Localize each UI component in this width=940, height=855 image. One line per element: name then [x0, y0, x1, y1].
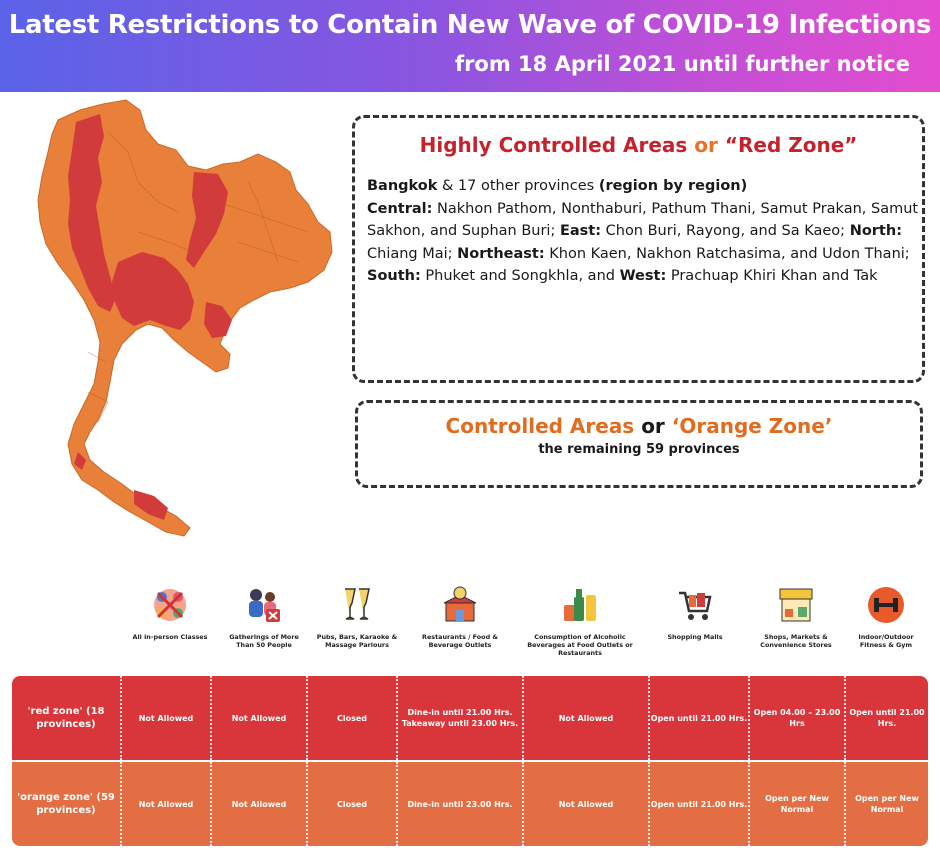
table-cell: Open until 21.00 Hrs.	[844, 676, 928, 760]
orange-zone-box: Controlled Areas or ‘Orange Zone’ the re…	[355, 400, 923, 488]
south-label: South:	[367, 268, 421, 284]
shopping-cart-icon	[679, 591, 712, 620]
map-red-west	[68, 114, 116, 312]
north-label: North:	[849, 223, 902, 239]
west-text: Prachuap Khiri Khan and Tak	[670, 268, 878, 284]
alcohol-bottles-icon	[564, 589, 596, 621]
table-cell: Not Allowed	[522, 762, 648, 846]
header-banner: Latest Restrictions to Contain New Wave …	[0, 0, 940, 92]
bangkok-text: & 17 other provinces	[442, 178, 595, 194]
west-label: West:	[619, 268, 667, 284]
category-label: Shopping Malls	[667, 633, 723, 641]
market-stall-icon	[779, 588, 813, 622]
map-red-south-songkhla	[134, 490, 168, 520]
category-label: Gatherings of More Than 50 People	[229, 633, 299, 649]
east-text: Chon Buri, Rayong, and Sa Kaeo;	[605, 223, 846, 239]
table-cell: Open 04.00 – 23.00 Hrs	[748, 676, 844, 760]
red-zone-title-quoted: “Red Zone”	[724, 133, 858, 157]
south-text: Phuket and Songkhla, and	[425, 268, 615, 284]
table-cell: Dine-in until 21.00 Hrs. Takeaway until …	[396, 676, 522, 760]
category-fitness: Indoor/Outdoor Fitness & Gym	[846, 585, 926, 649]
category-label: Pubs, Bars, Karaoke & Massage Parlours	[316, 633, 398, 649]
table-cell: Not Allowed	[120, 676, 210, 760]
orange-zone-title-quoted: ‘Orange Zone’	[671, 414, 833, 438]
category-restaurants: Restaurants / Food & Beverage Outlets	[412, 585, 508, 649]
orange-zone-subtitle: the remaining 59 provinces	[538, 442, 740, 457]
table-cell: Closed	[306, 762, 396, 846]
category-classes: All in-person Classes	[124, 585, 216, 641]
glasses-cheers-icon	[345, 588, 370, 620]
category-label: All in-person Classes	[132, 633, 208, 641]
bangkok-label: Bangkok	[367, 178, 438, 194]
map-red-south-phuket	[74, 452, 86, 470]
category-shops-markets: Shops, Markets & Convenience Stores	[750, 585, 842, 649]
table-cell: Not Allowed	[120, 762, 210, 846]
east-label: East:	[559, 223, 602, 239]
table-row-orange-zone: 'orange zone' (59 provinces) Not Allowed…	[12, 762, 928, 846]
orange-zone-title-or: or	[641, 414, 665, 438]
classes-icon	[154, 589, 186, 621]
map-red-east	[204, 302, 232, 338]
category-alcohol: Consumption of Alcoholic Beverages at Fo…	[520, 585, 640, 657]
map-red-northeast	[186, 172, 228, 268]
category-label: Indoor/Outdoor Fitness & Gym	[858, 633, 914, 649]
northeast-label: Northeast:	[457, 245, 545, 262]
page-subtitle: from 18 April 2021 until further notice	[454, 52, 910, 76]
category-shopping-malls: Shopping Malls	[655, 585, 735, 641]
north-text: Chiang Mai;	[367, 245, 453, 262]
orange-zone-title-main: Controlled Areas	[445, 414, 635, 438]
red-zone-title: Highly Controlled Areas or “Red Zone”	[355, 133, 922, 157]
table-cell: Closed	[306, 676, 396, 760]
map-province-borders	[87, 131, 309, 423]
category-label: Consumption of Alcoholic Beverages at Fo…	[527, 633, 633, 657]
table-cell: Not Allowed	[210, 762, 306, 846]
bangkok-note: (region by region)	[598, 178, 748, 194]
row-header-orange-zone: 'orange zone' (59 provinces)	[17, 792, 115, 816]
table-row-red-zone: 'red zone' (18 provinces) Not Allowed No…	[12, 676, 928, 760]
category-label: Restaurants / Food & Beverage Outlets	[422, 633, 498, 649]
page-title: Latest Restrictions to Contain New Wave …	[8, 10, 932, 40]
restaurant-icon	[443, 586, 477, 622]
central-text: Nakhon Pathom, Nonthaburi, Pathum Thani,…	[367, 200, 919, 240]
thailand-zone-map	[37, 99, 333, 537]
category-pubs-bars: Pubs, Bars, Karaoke & Massage Parlours	[312, 585, 402, 649]
restrictions-table: 'red zone' (18 provinces) Not Allowed No…	[12, 676, 928, 846]
red-zone-title-main: Highly Controlled Areas	[419, 133, 688, 157]
table-cell: Not Allowed	[522, 676, 648, 760]
table-cell: Open until 21.00 Hrs.	[648, 676, 748, 760]
table-cell: Open per New Normal	[844, 762, 928, 846]
table-cell: Dine-in until 23.00 Hrs.	[396, 762, 522, 846]
red-zone-box: Highly Controlled Areas or “Red Zone” Ba…	[352, 115, 925, 383]
red-zone-title-or: or	[694, 133, 718, 157]
dumbbell-icon	[868, 587, 904, 623]
row-header-red-zone: 'red zone' (18 provinces)	[27, 706, 105, 730]
category-gatherings: Gatherings of More Than 50 People	[222, 585, 306, 649]
category-label: Shops, Markets & Convenience Stores	[760, 633, 832, 649]
table-cell: Not Allowed	[210, 676, 306, 760]
people-gathering-icon	[249, 589, 280, 622]
map-red-central	[112, 252, 194, 330]
red-zone-province-list: Bangkok & 17 other provinces (region by …	[367, 175, 922, 288]
table-cell: Open per New Normal	[748, 762, 844, 846]
table-cell: Open until 21.00 Hrs.	[648, 762, 748, 846]
northeast-text: Khon Kaen, Nakhon Ratchasima, and Udon T…	[549, 245, 910, 262]
orange-zone-title: Controlled Areas or ‘Orange Zone’	[358, 414, 920, 438]
central-label: Central:	[367, 200, 433, 217]
